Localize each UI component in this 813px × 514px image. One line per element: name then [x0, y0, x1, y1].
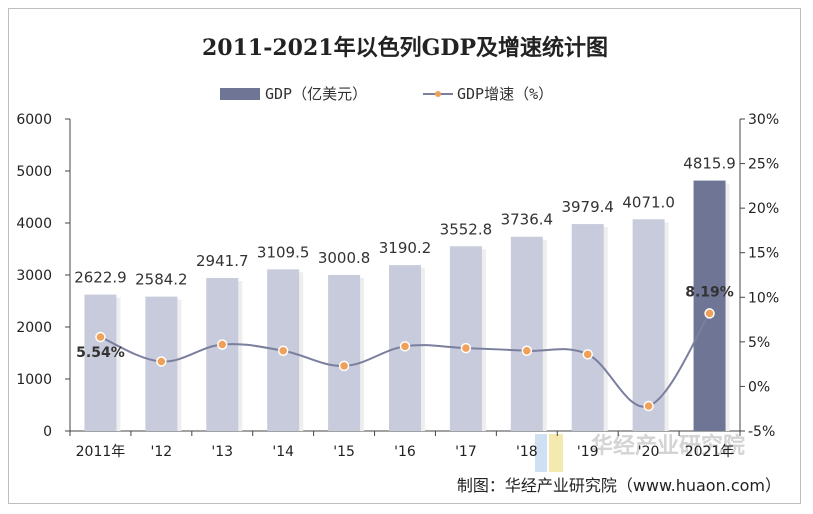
bar	[206, 278, 239, 431]
x-tick-label: '18	[516, 444, 538, 460]
y-right-tick-label: -5%	[748, 424, 775, 440]
bar-value-label: 3190.2	[379, 239, 432, 257]
bar-value-label: 3000.8	[318, 249, 371, 267]
legend: GDP（亿美元） GDP增速（%）	[220, 85, 553, 103]
chart-canvas: 2011-2021年以色列GDP及增速统计图 GDP（亿美元） GDP增速（%）…	[16, 35, 781, 495]
growth-value-label: 8.19%	[685, 284, 734, 300]
watermark-logo-block-blue	[535, 434, 547, 472]
x-tick-label: '12	[151, 444, 173, 460]
chart-frame: 2011-2021年以色列GDP及增速统计图 GDP（亿美元） GDP增速（%）…	[8, 8, 801, 504]
x-tick-label: '14	[272, 444, 294, 460]
legend-growth-label: GDP增速（%）	[457, 85, 553, 103]
legend-bar-swatch	[220, 88, 260, 100]
growth-point	[156, 356, 167, 367]
growth-point	[643, 400, 654, 412]
x-tick-label: 2021年	[685, 444, 735, 460]
y-right-tick-label: 30%	[748, 112, 779, 128]
bar-value-label: 2622.9	[74, 269, 127, 287]
y-left-tick-label: 5000	[16, 164, 52, 180]
y-right-tick-label: 10%	[748, 290, 779, 306]
bar-series	[84, 180, 730, 431]
bar	[693, 180, 726, 431]
growth-point	[95, 331, 106, 343]
y-right-tick-label: 20%	[748, 201, 779, 217]
legend-line-marker	[435, 91, 441, 97]
y-left-tick-label: 3000	[16, 268, 52, 284]
y-right-tick-label: 5%	[748, 335, 770, 351]
x-tick-label: '13	[211, 444, 233, 460]
growth-value-label: 5.54%	[76, 345, 125, 361]
bar-value-label: 2584.2	[135, 271, 188, 289]
bar-value-label: 4071.0	[622, 193, 675, 211]
bar	[84, 294, 117, 431]
bar	[449, 246, 482, 431]
y-right-tick-label: 15%	[748, 246, 779, 262]
bar	[632, 219, 665, 431]
bar-value-label: 3979.4	[561, 198, 614, 216]
bar	[510, 236, 543, 431]
axes: 0 1000 2000 3000 4000 5000 6000 -5% 0% 5% 10% 15% 20…	[16, 112, 779, 460]
bar-value-label: 3109.5	[257, 243, 310, 261]
bar	[571, 224, 604, 431]
y-left-tick-label: 0	[43, 424, 52, 440]
y-left-tick-label: 4000	[16, 216, 52, 232]
x-tick-label: '17	[455, 444, 477, 460]
data-labels: 2622.9 2584.2 2941.7 3109.5 3000.8 3190.2 3552…	[74, 155, 736, 361]
source-note: 制图：华经产业研究院（www.huaon.com）	[457, 476, 781, 495]
bar-value-label: 2941.7	[196, 252, 249, 270]
growth-point	[399, 341, 411, 352]
x-tick-label: '19	[577, 444, 599, 460]
y-right-tick-label: 0%	[748, 379, 770, 395]
y-right-tick-label: 25%	[748, 157, 779, 173]
watermark-logo-block-yellow	[549, 434, 563, 472]
x-tick-label: '15	[333, 444, 355, 460]
watermark-text: 华经产业研究院	[591, 433, 745, 459]
growth-point	[704, 308, 715, 319]
chart-title: 2011-2021年以色列GDP及增速统计图	[202, 35, 608, 61]
bar-value-label: 4815.9	[683, 155, 736, 173]
line-series	[95, 308, 715, 412]
y-left-tick-label: 2000	[16, 320, 52, 336]
x-tick-label: '16	[394, 444, 416, 460]
bar-value-label: 3736.4	[501, 211, 554, 229]
y-left-tick-label: 1000	[16, 372, 52, 388]
legend-gdp-label: GDP（亿美元）	[265, 85, 367, 103]
bar	[328, 274, 361, 431]
x-tick-label: '20	[638, 444, 660, 460]
growth-point	[338, 360, 350, 372]
watermark: 华经产业研究院	[535, 433, 745, 472]
growth-point	[521, 345, 533, 357]
x-tick-label: 2011年	[76, 444, 126, 460]
bar-value-label: 3552.8	[440, 220, 493, 238]
growth-point	[277, 345, 289, 357]
y-left-tick-label: 6000	[16, 112, 52, 128]
growth-point	[217, 339, 228, 350]
growth-point	[582, 349, 593, 360]
growth-point	[460, 342, 472, 354]
